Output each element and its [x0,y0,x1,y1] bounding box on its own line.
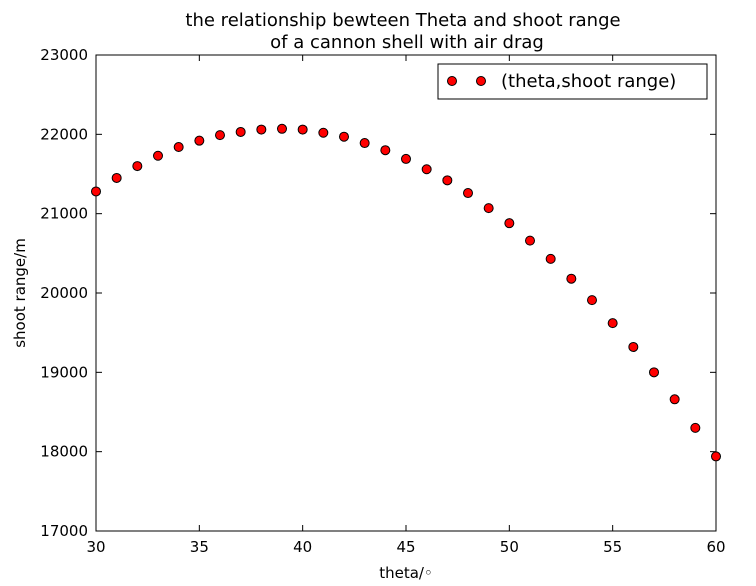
y-axis-label: shoot range/m [11,238,29,348]
data-point [153,150,163,161]
y-axis-ticks: 17000 18000 19000 20000 21000 22000 23000 [40,46,716,540]
data-point [421,164,432,175]
chart-title-line-2: of a cannon shell with air drag [270,32,544,53]
data-point [132,161,143,172]
y-tick-label: 19000 [40,363,88,381]
data-point [111,172,122,183]
data-point [628,341,639,352]
chart-title-line-1: the relationship bewteen Theta and shoot… [185,10,620,31]
y-tick-label: 21000 [40,205,88,223]
data-point [215,130,225,141]
data-points [91,123,721,462]
data-point [359,138,370,149]
legend-label: (theta,shoot range) [501,71,676,92]
legend-marker-1 [447,76,457,86]
x-tick-label: 50 [500,538,519,556]
y-tick-label: 20000 [40,284,88,302]
data-point [669,394,680,405]
y-tick-label: 22000 [40,125,88,143]
y-tick-label: 18000 [40,443,88,461]
data-point [587,295,597,306]
data-point [483,203,494,214]
data-point [442,175,453,186]
data-point [91,186,101,197]
x-tick-label: 60 [706,538,725,556]
y-tick-label: 17000 [40,522,88,540]
data-point [194,135,205,146]
x-axis-label: theta/◦ [379,564,433,582]
data-point [525,235,535,246]
data-point [504,218,515,229]
x-tick-label: 55 [603,538,622,556]
data-point [566,273,577,284]
x-tick-label: 35 [190,538,209,556]
data-point [649,367,659,378]
data-point [711,451,721,462]
x-tick-label: 40 [293,538,312,556]
plot-area [95,54,717,532]
legend-marker-2 [476,76,486,86]
x-axis-ticks: 30 35 40 45 50 55 60 [86,55,726,556]
data-point [380,145,391,156]
data-point [318,127,329,138]
x-tick-label: 30 [86,538,105,556]
legend: (theta,shoot range) [437,63,708,100]
x-tick-label: 45 [396,538,415,556]
data-point [463,188,473,199]
data-point [173,142,184,153]
data-point [277,123,287,134]
data-point [690,422,701,433]
data-point [256,124,267,135]
data-point [339,131,349,142]
data-point [545,253,556,264]
data-point [235,126,246,137]
data-point [297,124,308,135]
data-point [401,153,411,164]
data-point [607,318,618,329]
y-tick-label: 23000 [40,46,88,64]
